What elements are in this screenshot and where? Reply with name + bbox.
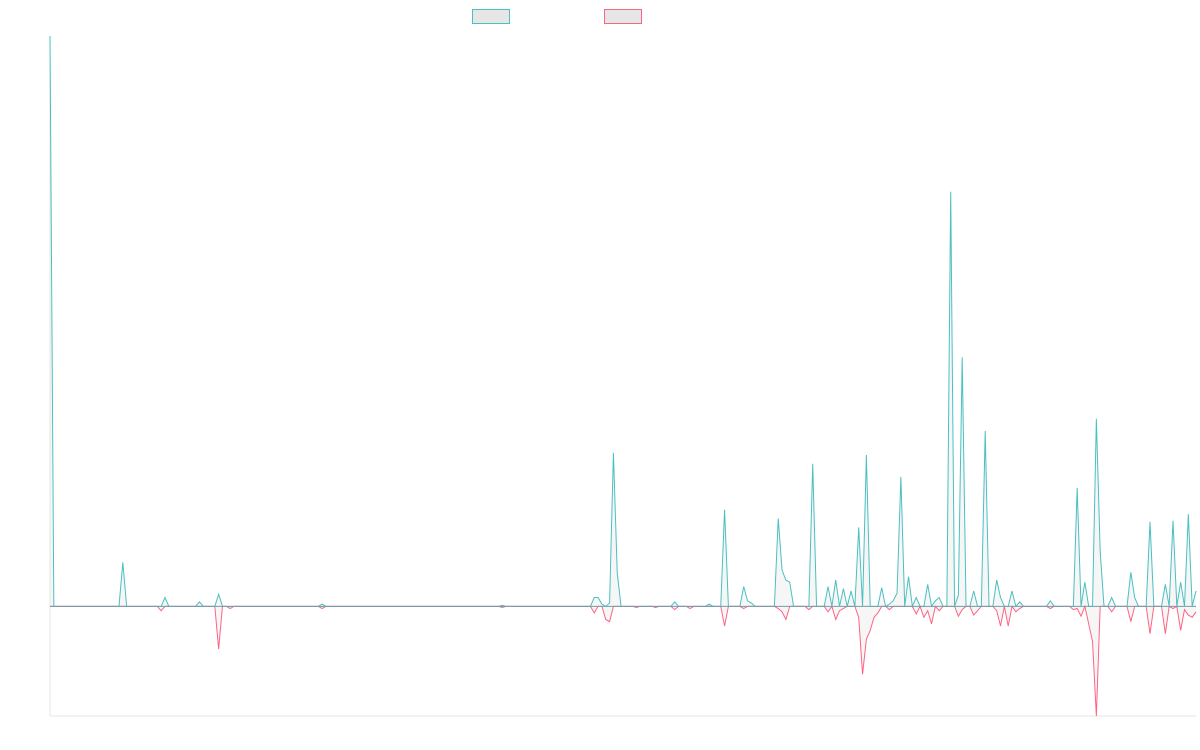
legend-item-series-2[interactable] (604, 9, 648, 24)
series-1-area (50, 36, 1196, 607)
series-1-line (49, 35, 1197, 609)
legend-item-series-1[interactable] (472, 9, 516, 24)
series-2-line (50, 604, 1197, 717)
series-2-area (50, 606, 1196, 716)
legend-swatch-series-1 (472, 9, 510, 24)
legend-swatch-series-2 (604, 9, 642, 24)
legend (0, 9, 1200, 27)
